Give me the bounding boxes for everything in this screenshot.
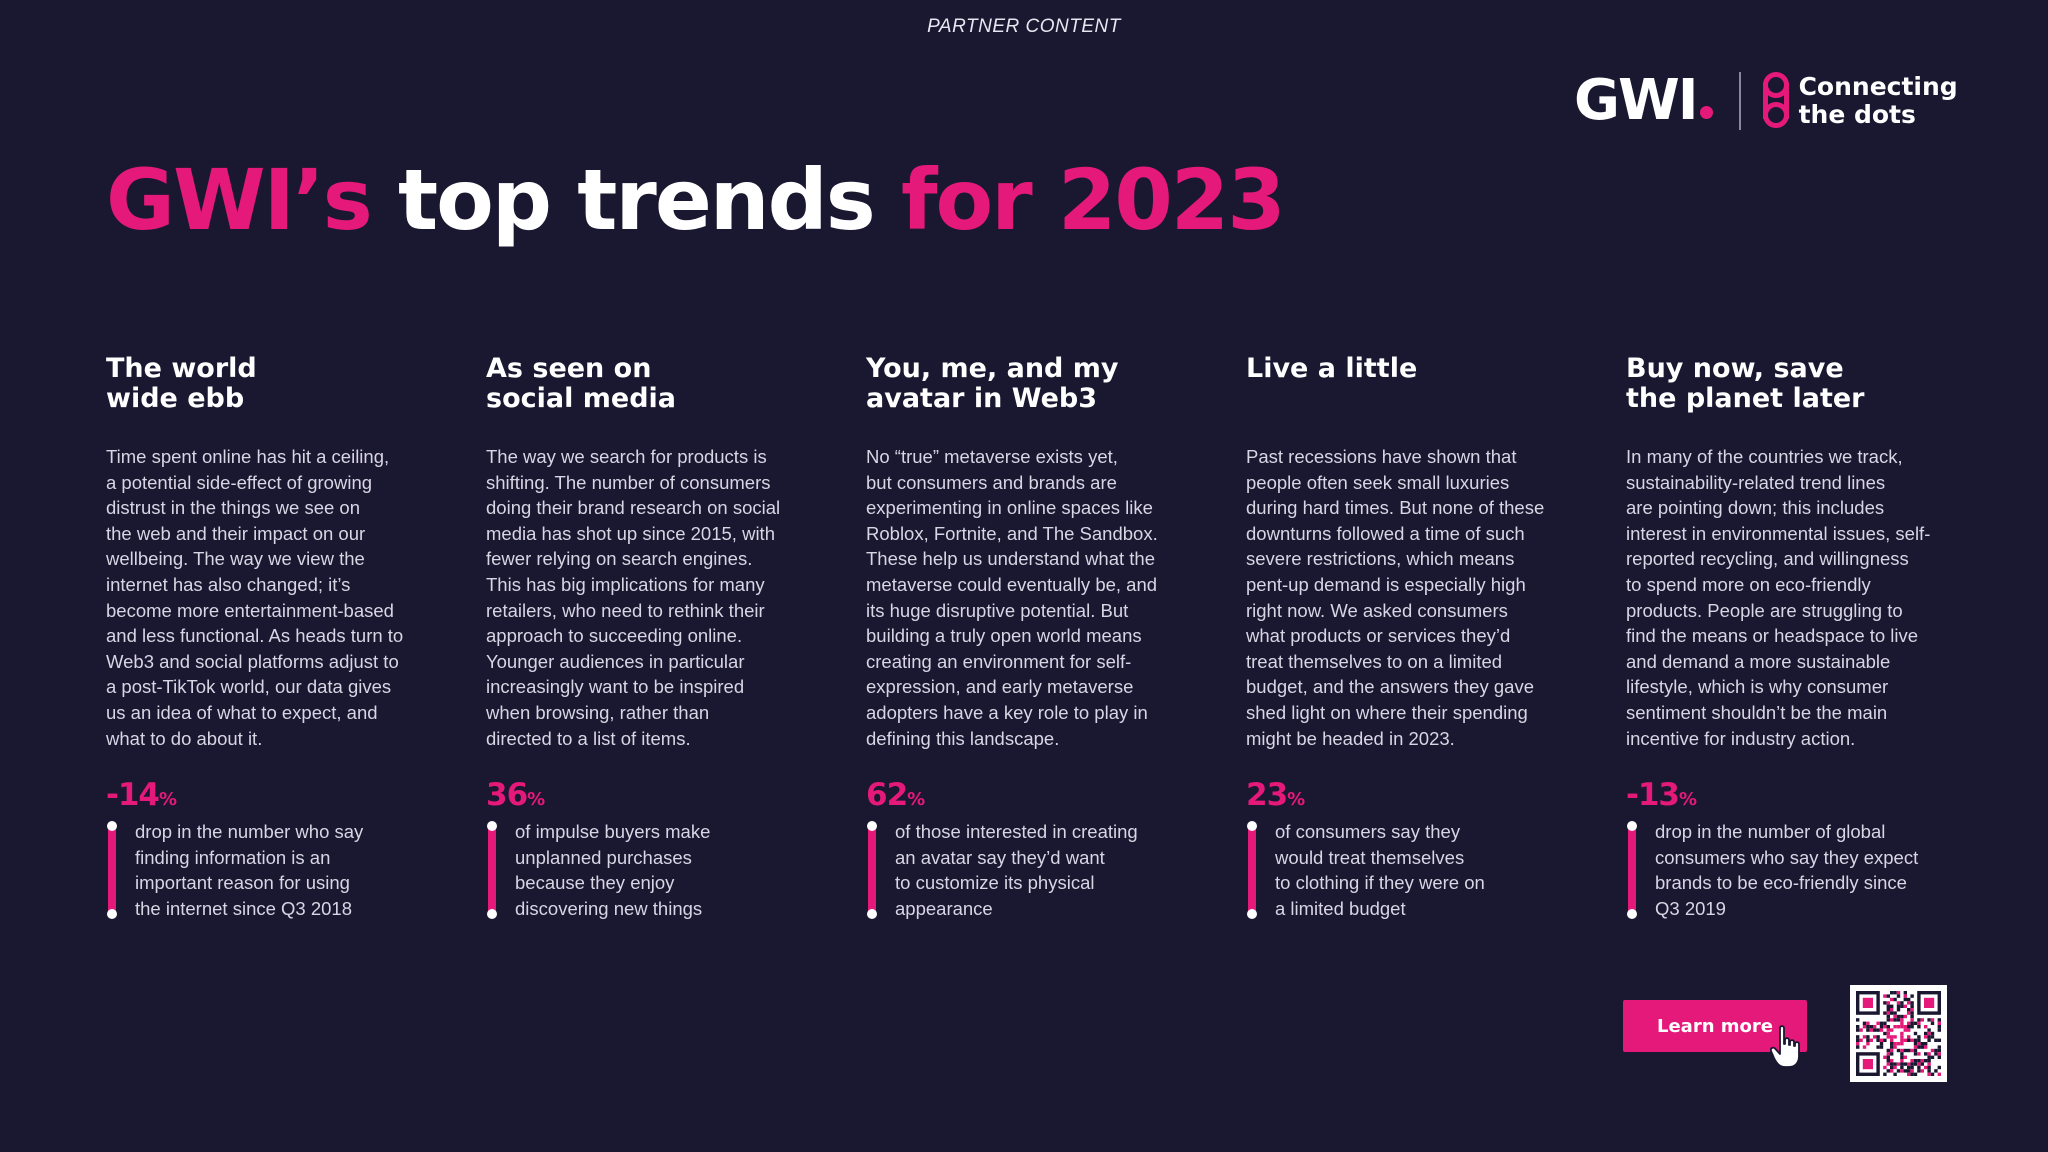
trend-column-2: As seen on social media The way we searc… <box>486 354 816 921</box>
stat-row: of consumers say they would treat themse… <box>1246 819 1576 921</box>
trend-title: The world wide ebb <box>106 353 257 414</box>
brand-divider <box>1738 72 1741 130</box>
logo-dot <box>1699 106 1713 119</box>
trend-title: Buy now, save the planet later <box>1626 353 1865 414</box>
trend-column-1: The world wide ebb Time spent online has… <box>106 354 436 921</box>
trend-title: You, me, and my avatar in Web3 <box>866 353 1119 414</box>
stat-description: drop in the number who say finding infor… <box>135 821 364 919</box>
trend-body: Past recessions have shown that people o… <box>1246 446 1545 749</box>
stat-description: of impulse buyers make unplanned purchas… <box>515 821 711 919</box>
connecting-dots-icon <box>1762 72 1789 130</box>
title-part-1: GWI’s <box>106 151 399 249</box>
gwi-logo: GWI <box>1574 73 1713 129</box>
trend-title: Live a little <box>1246 353 1418 384</box>
stat-description: drop in the number of global consumers w… <box>1655 821 1919 919</box>
stat-row: of those interested in creating an avata… <box>866 819 1196 921</box>
tagline-line-1: Connecting <box>1798 72 1958 101</box>
stat-bar-icon <box>486 819 498 921</box>
trend-column-4: Live a little Past recessions have shown… <box>1246 354 1576 921</box>
stat-value: -14% <box>106 777 178 813</box>
page-title: GWI’s top trends for 2023 <box>106 158 1286 242</box>
title-part-2: top trends <box>398 151 901 249</box>
title-part-3: for 2023 <box>900 151 1286 249</box>
trend-body: Time spent online has hit a ceiling, a p… <box>106 446 404 749</box>
qr-code-graphic <box>1856 991 1941 1076</box>
tagline-line-2: the dots <box>1798 100 1916 129</box>
partner-content-label: PARTNER CONTENT <box>927 16 1121 37</box>
stat-value: 36% <box>486 777 546 813</box>
stat-description: of consumers say they would treat themse… <box>1275 821 1485 919</box>
trend-body: In many of the countries we track, susta… <box>1626 446 1931 749</box>
brand-tagline: Connecting the dots <box>1799 73 1958 129</box>
trend-title: As seen on social media <box>486 353 677 414</box>
stat-value: -13% <box>1626 777 1698 813</box>
learn-more-button[interactable]: Learn more <box>1623 1000 1807 1052</box>
stat-bar-icon <box>866 819 878 921</box>
hand-pointer-icon <box>1770 1025 1800 1068</box>
stat-row: drop in the number who say finding infor… <box>106 819 436 921</box>
stat-bar-icon <box>1246 819 1258 921</box>
stat-row: drop in the number of global consumers w… <box>1626 819 1956 921</box>
trend-column-3: You, me, and my avatar in Web3 No “true”… <box>866 354 1196 921</box>
stat-value: 62% <box>866 777 926 813</box>
stat-bar-icon <box>1626 819 1638 921</box>
trend-column-5: Buy now, save the planet later In many o… <box>1626 354 1956 921</box>
gwi-logo-text: GWI <box>1574 68 1699 133</box>
qr-code-icon[interactable] <box>1850 985 1947 1082</box>
trend-body: The way we search for products is shifti… <box>486 446 781 749</box>
trend-body: No “true” metaverse exists yet, but cons… <box>866 446 1158 749</box>
brand-lockup: GWI Connecting the dots <box>1574 72 1958 130</box>
stat-value: 23% <box>1246 777 1306 813</box>
stat-row: of impulse buyers make unplanned purchas… <box>486 819 816 921</box>
stat-bar-icon <box>106 819 118 921</box>
stat-description: of those interested in creating an avata… <box>895 821 1138 919</box>
